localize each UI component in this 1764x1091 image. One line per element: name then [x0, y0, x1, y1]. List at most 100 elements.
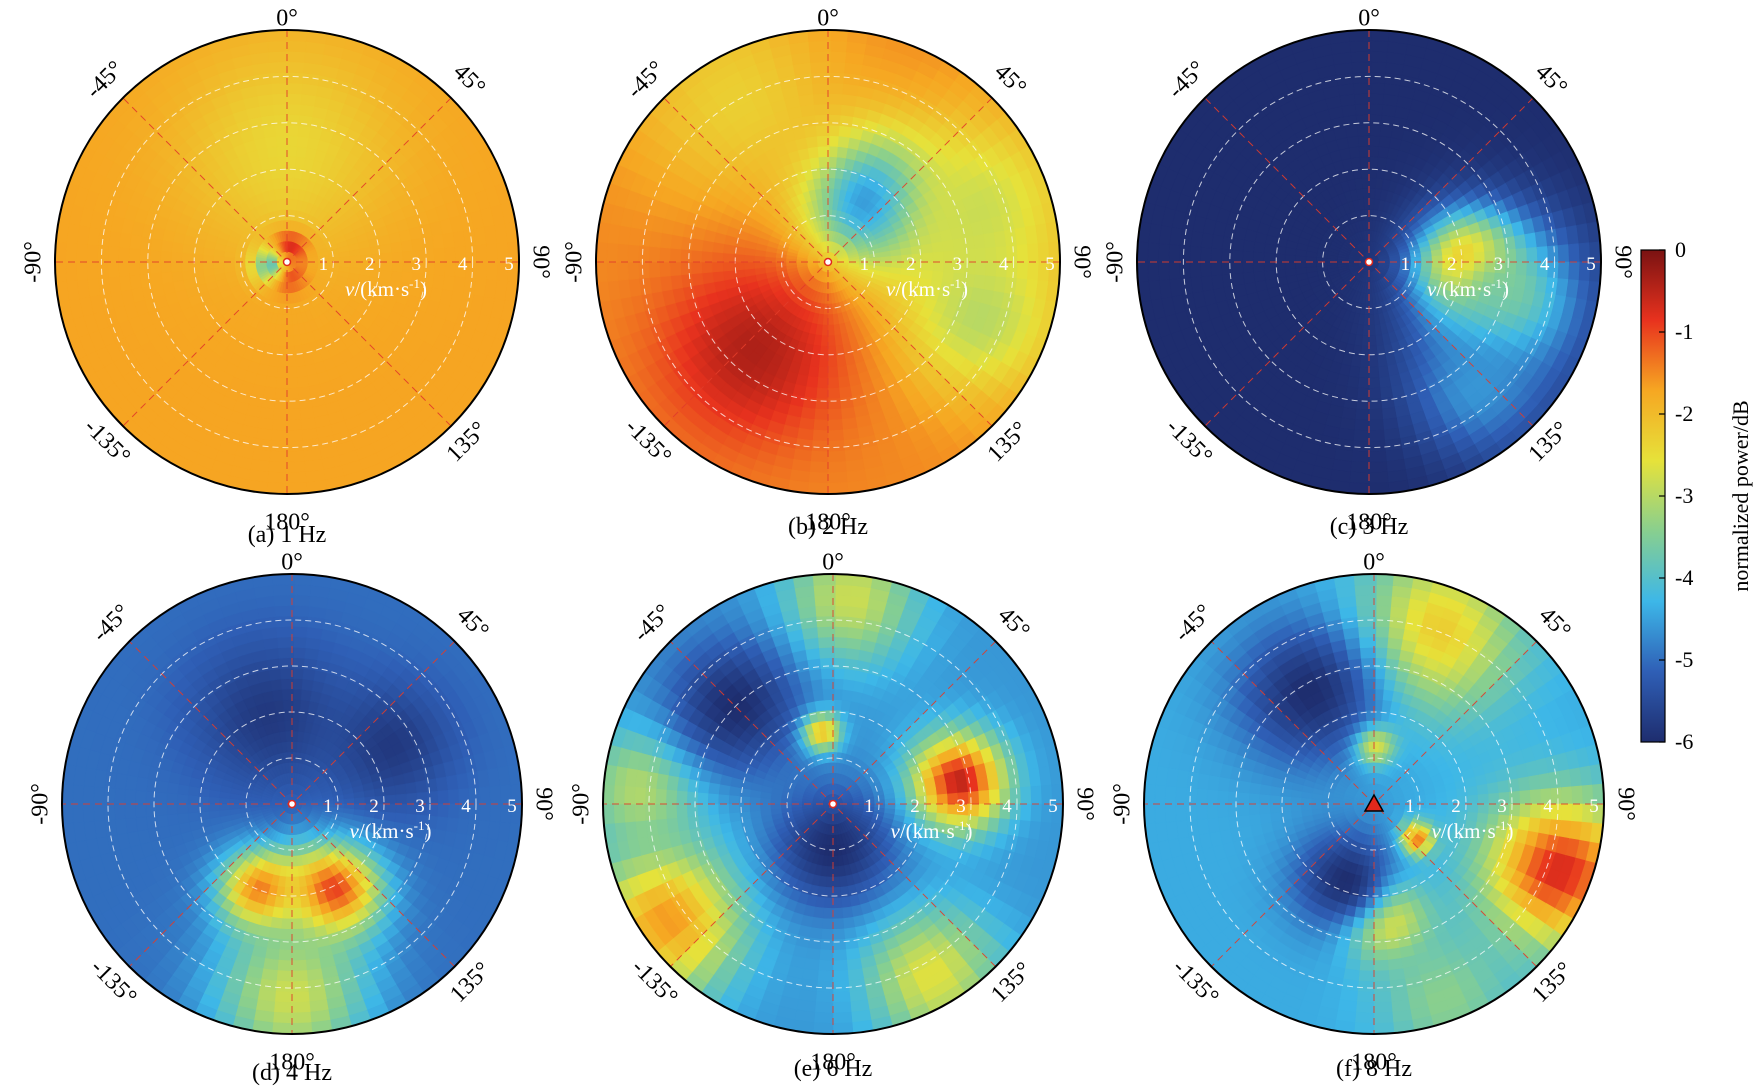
power-cell	[1147, 259, 1160, 282]
azimuth-label: -90°	[21, 241, 47, 283]
panel-outline	[595, 29, 1061, 495]
power-cell	[616, 259, 629, 281]
power-cell	[825, 440, 845, 453]
axis-unit-close: )	[1502, 277, 1509, 301]
power-cell	[825, 408, 843, 421]
azimuth-label: -45°	[81, 56, 129, 104]
power-cell	[1349, 40, 1372, 53]
power-cell	[284, 408, 302, 421]
power-cell	[272, 103, 290, 116]
azimuth-label: 45°	[448, 59, 490, 101]
velocity-tick-label: 1	[319, 254, 329, 275]
power-cell	[1366, 461, 1388, 474]
power-cell	[284, 461, 306, 474]
axis-unit-close: )	[961, 277, 968, 301]
radial-axis-title: v/(km·s-1)	[345, 276, 427, 301]
power-cell	[285, 377, 299, 389]
power-cell	[284, 419, 303, 432]
power-cell	[1356, 124, 1371, 137]
power-cell	[86, 259, 99, 280]
axis-var: v	[886, 277, 896, 301]
axis-unit: /(km·s	[1436, 277, 1491, 301]
power-cell	[807, 30, 831, 42]
power-cell	[1221, 260, 1233, 276]
power-cell	[826, 387, 841, 400]
power-cell	[825, 471, 848, 484]
power-cell	[1557, 244, 1570, 265]
power-cell	[1231, 260, 1244, 275]
power-cell	[270, 71, 290, 84]
power-cell	[65, 259, 78, 282]
power-cell	[284, 471, 307, 484]
power-cell	[1515, 247, 1528, 265]
power-cell	[596, 259, 608, 283]
velocity-ring	[688, 122, 968, 402]
power-cell	[812, 82, 831, 95]
power-cell	[964, 248, 976, 264]
power-cell	[825, 429, 844, 442]
power-cell	[826, 377, 840, 389]
velocity-tick-label: 3	[411, 254, 421, 275]
velocity-tick-label: 2	[1447, 254, 1457, 275]
power-cell	[814, 114, 830, 126]
velocity-tick-label: 4	[1540, 254, 1550, 275]
power-cell	[1366, 419, 1385, 432]
power-cell	[507, 241, 519, 265]
azimuth-label: 0°	[817, 6, 839, 32]
azimuth-label: 180°	[264, 510, 310, 536]
velocity-ring	[100, 75, 474, 449]
power-cell	[825, 419, 844, 432]
velocity-tick-label: 2	[906, 254, 916, 275]
power-cell	[1016, 244, 1029, 265]
velocity-tick-label: 1	[1401, 254, 1411, 275]
power-cell	[271, 82, 290, 95]
radial-axis-title: v/(km·s-1)	[886, 276, 968, 301]
power-cell	[1178, 259, 1191, 279]
power-cell	[128, 259, 141, 277]
power-cell	[273, 114, 289, 126]
power-cell	[680, 260, 692, 276]
power-cell	[285, 398, 301, 410]
power-cell	[274, 124, 289, 137]
azimuth-label: 90°	[1068, 245, 1094, 279]
power-cell	[75, 259, 88, 281]
power-cell	[1357, 135, 1371, 147]
power-cell	[1355, 114, 1371, 126]
axis-var: v	[1427, 277, 1437, 301]
azimuth-label: -90°	[562, 241, 588, 283]
power-cell	[284, 440, 304, 453]
radial-axis-title: v/(km·s-1)	[1427, 276, 1509, 301]
power-cell	[55, 259, 67, 283]
power-cell	[1505, 248, 1517, 264]
panel-outline	[54, 29, 520, 495]
power-cell	[271, 92, 290, 105]
power-cell	[1168, 259, 1181, 280]
azimuth-label: 0°	[1358, 6, 1380, 32]
power-cell	[808, 40, 831, 53]
power-cell	[815, 124, 830, 137]
power-cell	[1199, 259, 1212, 278]
power-cell	[1367, 377, 1381, 389]
azimuth-label: 45°	[1530, 59, 1572, 101]
axis-unit-exponent: -1	[1491, 276, 1502, 291]
velocity-tick-label: 4	[458, 254, 468, 275]
center-point	[282, 257, 292, 267]
power-cell	[701, 260, 713, 274]
power-cell	[974, 247, 987, 265]
power-cell	[669, 259, 682, 277]
power-cell	[1352, 71, 1372, 84]
power-cell	[268, 50, 290, 63]
power-cell	[275, 135, 289, 147]
power-cell	[606, 259, 619, 282]
polar-panel-c: 1 2 3 4 5v/(km·s-1)0°45°90°135°180°-135°-90°…	[1103, 6, 1636, 541]
velocity-ring	[147, 122, 427, 402]
power-cell	[1242, 260, 1254, 274]
axis-var: v	[345, 277, 355, 301]
power-cell	[637, 259, 650, 279]
axis-unit-close: )	[420, 277, 427, 301]
power-cell	[475, 244, 488, 265]
power-cell	[1048, 241, 1060, 265]
power-cell	[1157, 259, 1170, 281]
panel-caption: (c) 3 Hz	[1330, 514, 1409, 540]
power-cell	[444, 246, 457, 265]
